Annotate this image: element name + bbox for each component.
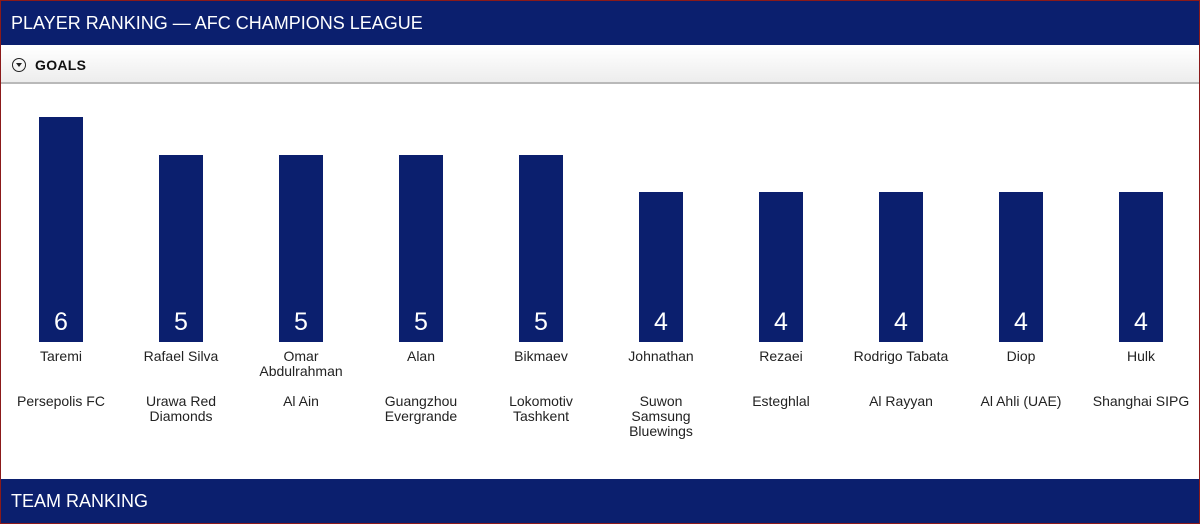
player-name-label[interactable]: Johnathan [628, 348, 694, 364]
bar-2 [159, 154, 203, 342]
bar-value-label: 4 [774, 308, 788, 336]
bar-6 [639, 192, 683, 342]
bar-value-label: 4 [654, 308, 668, 336]
player-name-label[interactable]: Rodrigo Tabata [853, 348, 949, 364]
club-name-label: Al Ain [283, 393, 319, 409]
player-name-label[interactable]: Alan [406, 348, 436, 364]
player-name-label[interactable]: Omar Abdulrahman [259, 348, 343, 379]
player-name-label[interactable]: Rezaei [759, 348, 803, 364]
club-name-label: Shanghai SIPG [1092, 393, 1190, 409]
chevron-down-circle-icon[interactable] [12, 58, 26, 72]
player-name-label[interactable]: Taremi [39, 348, 82, 364]
club-name-label: Al Ahli (UAE) [980, 393, 1062, 409]
player-name-label[interactable]: Diop [1006, 348, 1036, 364]
bar-value-label: 5 [534, 308, 548, 336]
bar-value-label: 5 [174, 308, 188, 336]
bar-10 [1119, 192, 1163, 342]
team-ranking-header[interactable]: TEAM RANKING [1, 479, 1199, 523]
player-name-label[interactable]: Bikmaev [514, 348, 568, 364]
club-name-label: Esteghlal [752, 393, 810, 409]
bar-5 [519, 154, 563, 342]
club-name-label: Al Rayyan [869, 393, 933, 409]
bar-1 [39, 117, 83, 342]
club-name-label: Guangzhou Evergrande [384, 393, 458, 424]
section-label: GOALS [35, 57, 87, 73]
bar-4 [399, 154, 443, 342]
player-name-label[interactable]: Hulk [1126, 348, 1155, 364]
bar-value-label: 4 [894, 308, 908, 336]
club-name-label: Persepolis FC [17, 393, 105, 409]
bar-3 [279, 154, 323, 342]
bar-8 [879, 192, 923, 342]
bar-value-label: 6 [54, 308, 68, 336]
club-name-label: Suwon Samsung Bluewings [629, 393, 693, 439]
goals-section-header[interactable]: GOALS [1, 47, 1199, 84]
goals-bar-chart: 6 Taremi Persepolis FC 5 Rafael Silva Urawa R… [1, 86, 1199, 478]
bar-value-label: 4 [1134, 308, 1148, 336]
bar-value-label: 5 [294, 308, 308, 336]
page-title: PLAYER RANKING — AFC CHAMPIONS LEAGUE [1, 1, 1199, 45]
bar-7 [759, 192, 803, 342]
bar-value-label: 5 [414, 308, 428, 336]
player-name-label[interactable]: Rafael Silva [143, 348, 219, 364]
bar-9 [999, 192, 1043, 342]
club-name-label: Lokomotiv Tashkent [509, 393, 573, 424]
bar-value-label: 4 [1014, 308, 1028, 336]
club-name-label: Urawa Red Diamonds [145, 393, 217, 424]
